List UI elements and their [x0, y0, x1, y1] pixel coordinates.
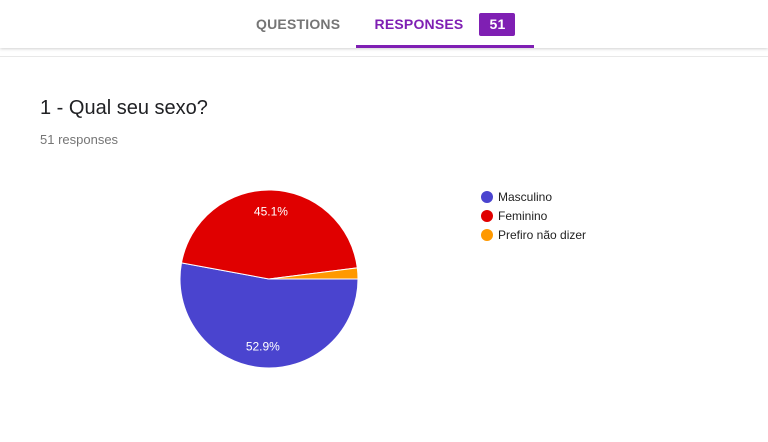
legend-label: Prefiro não dizer — [498, 227, 587, 242]
tab-questions[interactable]: QUESTIONS — [256, 0, 340, 48]
legend-swatch — [481, 228, 493, 241]
legend-item[interactable]: Prefiro não dizer — [481, 225, 586, 244]
pie-slice-masculino[interactable] — [179, 262, 359, 369]
question-title: 1 - Qual seu sexo? — [40, 97, 208, 119]
tab-questions-label: QUESTIONS — [256, 16, 341, 32]
pie-data-label: 52.9% — [246, 339, 280, 353]
pie-slice-prefiro-n-o-dizer[interactable] — [268, 267, 359, 280]
legend-label: Masculino — [498, 189, 553, 204]
legend-swatch — [481, 190, 493, 203]
pie-data-label: 45.1% — [254, 204, 288, 218]
responses-count-badge: 51 — [479, 12, 516, 36]
tab-bar: QUESTIONS RESPONSES 51 — [0, 0, 768, 48]
legend-label: Feminino — [498, 208, 548, 223]
legend-swatch — [481, 209, 493, 222]
response-count-text: 51 responses — [40, 132, 119, 147]
pie-slice-feminino[interactable] — [180, 189, 358, 280]
legend-item[interactable]: Feminino — [481, 206, 586, 225]
chart-legend: Masculino Feminino Prefiro não dizer — [481, 187, 586, 244]
legend-item[interactable]: Masculino — [481, 187, 586, 206]
active-tab-indicator — [356, 45, 534, 48]
tab-responses-label: RESPONSES — [374, 16, 464, 32]
tab-responses[interactable]: RESPONSES 51 — [356, 0, 534, 48]
section-divider — [0, 56, 768, 57]
